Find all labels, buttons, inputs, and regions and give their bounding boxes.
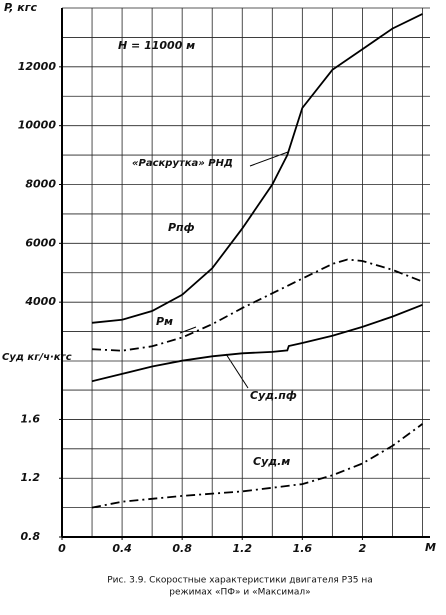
- series-line: [91, 258, 423, 352]
- y2-axis-label: Cуд кг/ч·кгс: [2, 352, 72, 363]
- y-tick-label: 8000: [25, 178, 56, 191]
- x-axis-label: M: [425, 541, 436, 554]
- series-line: [91, 303, 423, 383]
- x-tick-label: 0.8: [172, 542, 192, 555]
- series-label: Cуд.м: [253, 455, 290, 468]
- series-line: [91, 423, 424, 509]
- caption: режимах «ПФ» и «Максимал»: [169, 588, 310, 598]
- y2-tick-label: 1.2: [21, 471, 41, 484]
- y-tick-label: 6000: [25, 236, 56, 249]
- annotation: H = 11000 м: [118, 39, 195, 52]
- x-tick-label: 1.2: [232, 542, 252, 555]
- label-leader: [179, 326, 197, 334]
- series-label: Cуд.пф: [250, 389, 297, 402]
- series-label: Pпф: [168, 221, 195, 234]
- x-tick-label: 2: [359, 542, 367, 555]
- y-axis-label: P, кгс: [4, 1, 37, 14]
- series-label: Pм: [156, 315, 173, 328]
- y-tick-label: 12000: [18, 60, 57, 73]
- y2-tick-label: 0.8: [21, 530, 41, 543]
- label-leader: [225, 353, 249, 389]
- series-line: [91, 13, 423, 324]
- y-tick-label: 4000: [24, 295, 56, 308]
- x-tick-label: 1.6: [293, 542, 313, 555]
- x-tick-label: 0.4: [112, 542, 132, 555]
- annotation-arrow: [249, 151, 289, 167]
- y-tick-label: 10000: [18, 119, 57, 132]
- caption: Рис. 3.9. Скоростные характеристики двиг…: [107, 576, 373, 586]
- y2-tick-label: 1.6: [21, 412, 41, 425]
- x-tick-label: 0: [58, 542, 66, 555]
